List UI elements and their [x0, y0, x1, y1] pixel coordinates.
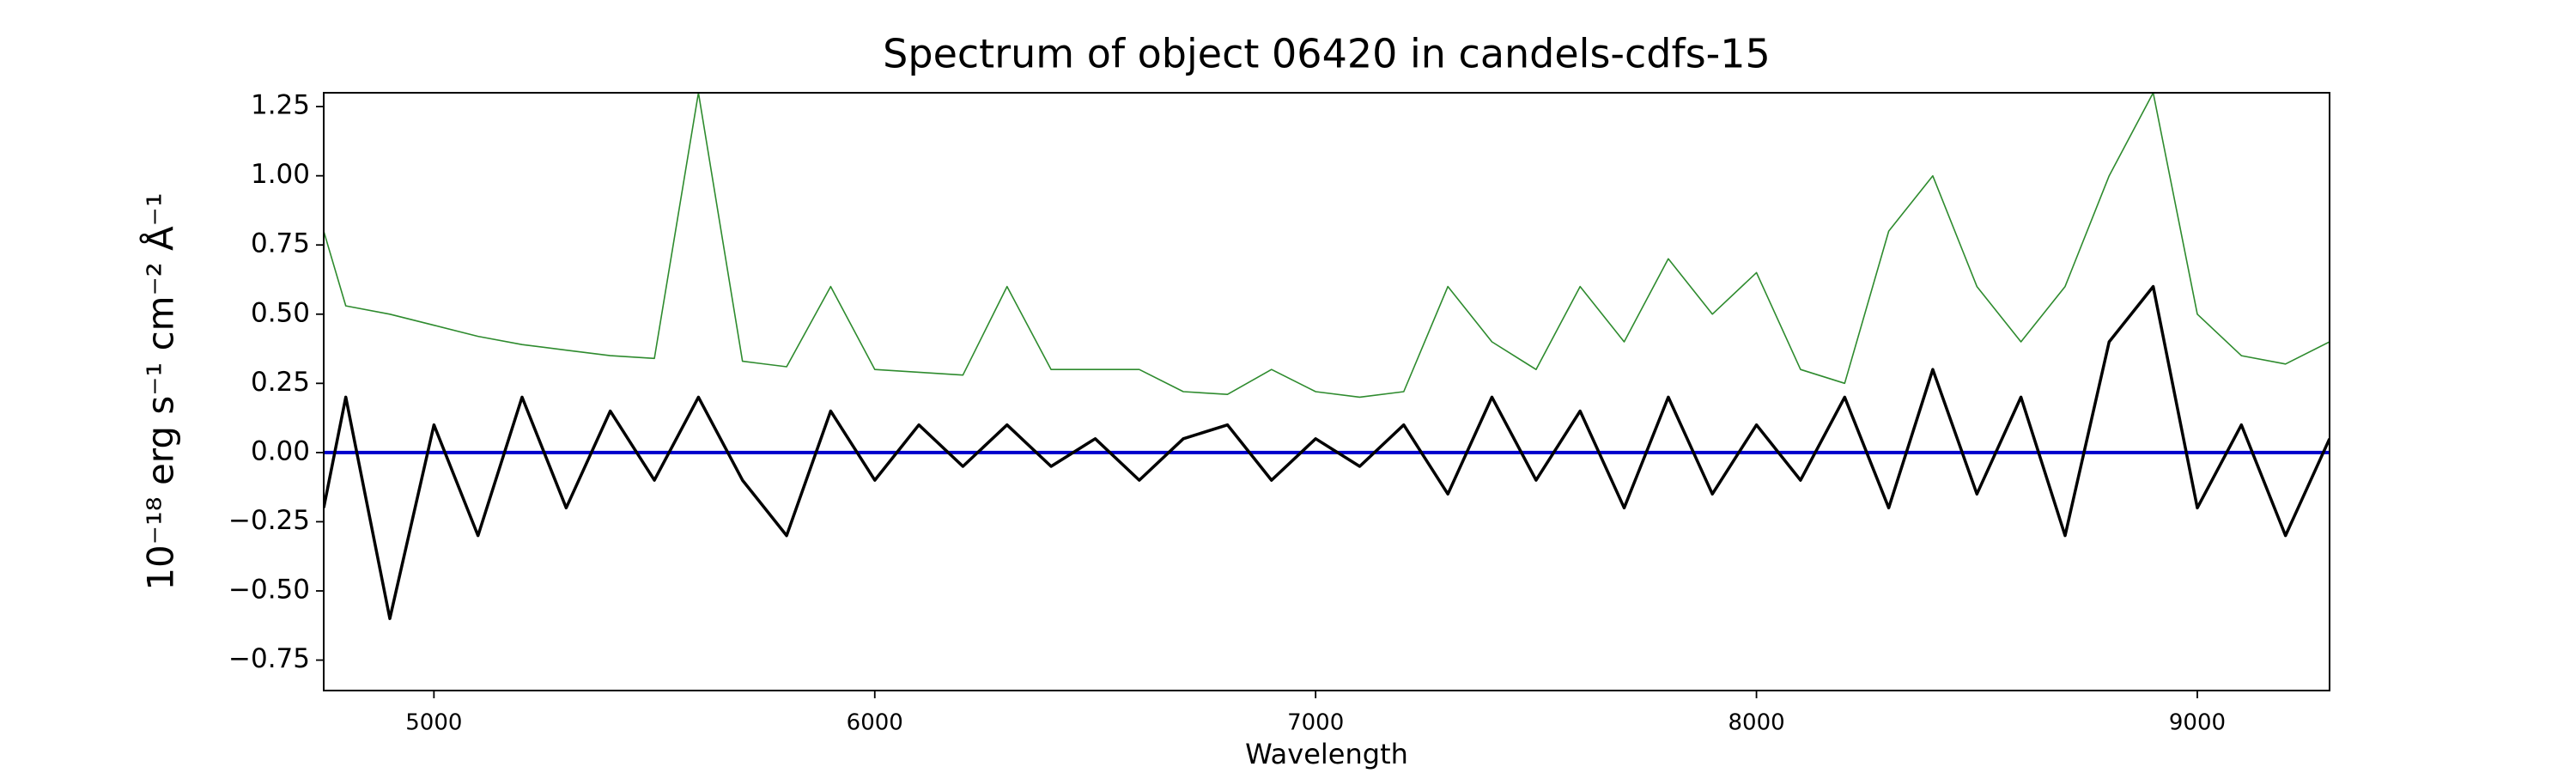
- y-tick-label: −0.75: [228, 643, 310, 674]
- y-tick-label: 0.75: [251, 228, 310, 259]
- y-tick-label: 0.00: [251, 435, 310, 466]
- x-tick-label: 5000: [405, 710, 462, 736]
- y-tick-label: 1.25: [251, 90, 310, 121]
- x-tick-label: 9000: [2169, 710, 2226, 736]
- x-tick-label: 8000: [1728, 710, 1784, 736]
- chart-title: Spectrum of object 06420 in candels-cdfs…: [883, 31, 1771, 77]
- y-tick-label: 0.25: [251, 367, 310, 398]
- y-tick-label: 1.00: [251, 159, 310, 190]
- series-line: [324, 284, 2330, 620]
- y-tick-label: 0.50: [251, 297, 310, 328]
- x-tick-label: 6000: [847, 710, 903, 736]
- series-line: [324, 93, 2330, 399]
- x-axis-label: Wavelength: [1245, 738, 1408, 770]
- x-tick-label: 7000: [1287, 710, 1344, 736]
- y-tick-label: −0.50: [228, 575, 310, 606]
- plot-frame: [323, 92, 2330, 691]
- y-tick-label: −0.25: [228, 505, 310, 536]
- y-axis-label: 10⁻¹⁸ erg s⁻¹ cm⁻² Å⁻¹: [139, 192, 182, 590]
